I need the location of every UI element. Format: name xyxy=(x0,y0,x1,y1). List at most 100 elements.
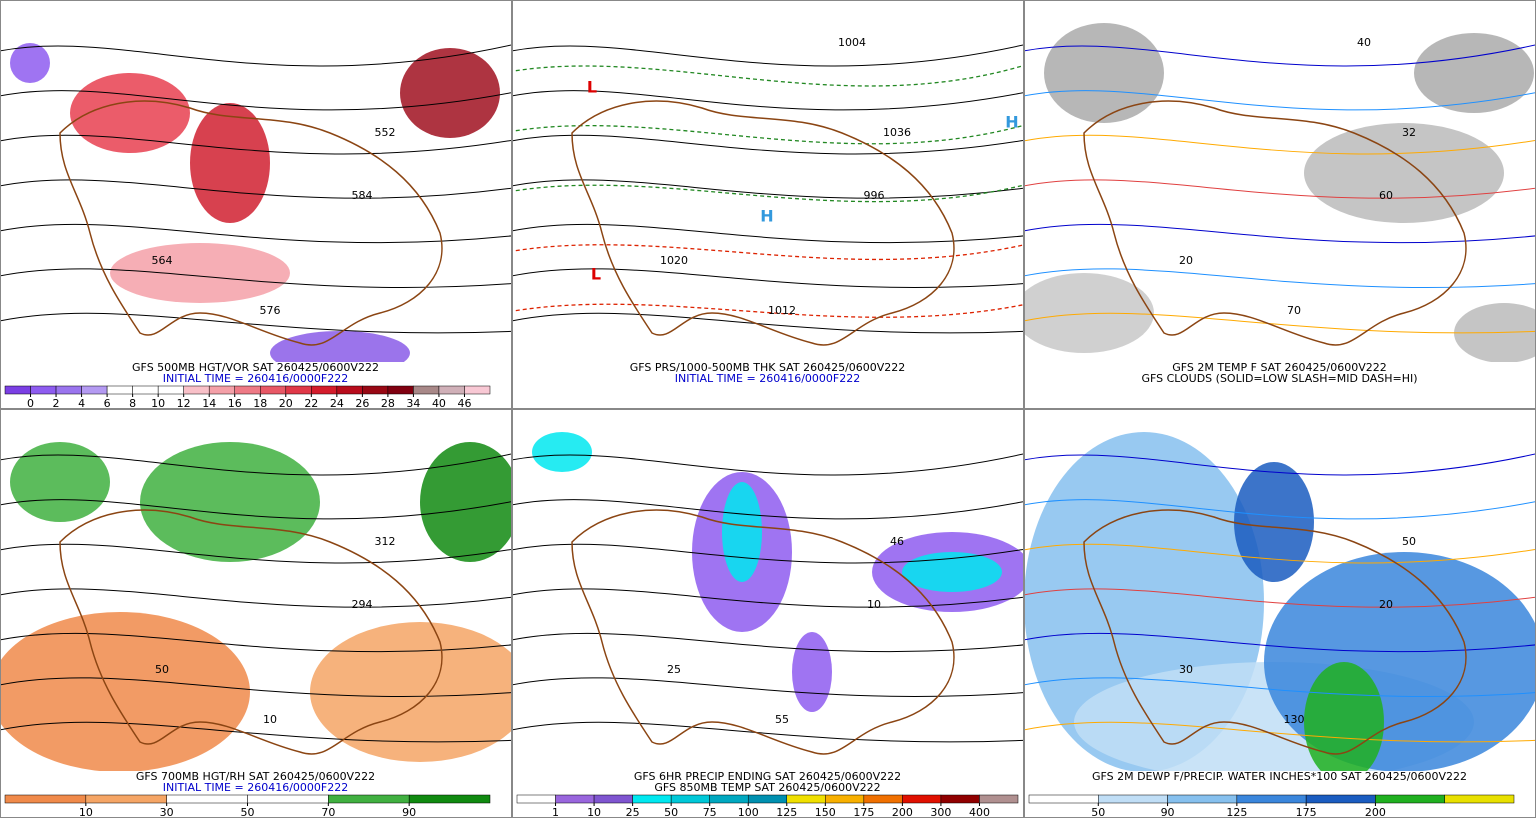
field-shading xyxy=(0,612,250,771)
panel: 32 20 70 60 40 GFS 2M TEMP F SAT 260425/0600V… xyxy=(1024,0,1536,409)
field-shading xyxy=(722,482,762,582)
colorbar-label: 25 xyxy=(626,806,640,819)
colorbar-label: 0 xyxy=(27,397,34,410)
contour xyxy=(512,677,1023,697)
colorbar-segment xyxy=(670,794,710,804)
field-shading xyxy=(10,442,110,522)
colorbar-label: 22 xyxy=(304,397,318,410)
colorbar-label: 90 xyxy=(1161,806,1175,819)
contour xyxy=(0,453,511,476)
colorbar-segment xyxy=(408,794,491,804)
contour-label: 40 xyxy=(1357,36,1371,49)
contour-label: H xyxy=(1005,113,1018,132)
colorbar-segment xyxy=(863,794,903,804)
colorbar-label: 28 xyxy=(381,397,395,410)
panel-border xyxy=(0,409,512,818)
colorbar-segment xyxy=(593,794,633,804)
colorbar-segment xyxy=(555,794,595,804)
caption: GFS 850MB TEMP SAT 260425/0600V222 xyxy=(654,781,880,794)
thickness-contour xyxy=(512,303,1023,318)
colorbar-label: 50 xyxy=(664,806,678,819)
colorbar-segment xyxy=(285,385,312,395)
contour xyxy=(512,44,1023,67)
contour-label: 50 xyxy=(1402,535,1416,548)
contour xyxy=(1024,721,1535,743)
panel: 46 25 55 10 GFS 6HR PRECIP ENDING SAT 260425… xyxy=(512,409,1024,819)
colorbar-segment xyxy=(362,385,389,395)
contour xyxy=(0,588,511,608)
colorbar-segment xyxy=(1098,794,1168,804)
contour xyxy=(0,90,511,111)
coastline xyxy=(571,100,955,346)
contour-label: 20 xyxy=(1179,254,1193,267)
contour xyxy=(512,453,1023,476)
contour xyxy=(0,268,511,288)
contour-label: 50 xyxy=(155,663,169,676)
contour-label: H xyxy=(760,207,773,226)
colorbar-segment xyxy=(940,794,980,804)
field-shading xyxy=(70,73,190,153)
field-shading xyxy=(10,43,50,83)
contour-label: 46 xyxy=(890,535,904,548)
caption: INITIAL TIME = 260416/0000F222 xyxy=(675,372,860,385)
contour xyxy=(512,543,1023,564)
colorbar-label: 10 xyxy=(151,397,165,410)
contour-label: L xyxy=(587,78,597,97)
panel: 50 30 130 20 GFS 2M DEWP F/PRECIP. WATER INC… xyxy=(1024,409,1536,819)
panel-border xyxy=(512,409,1024,818)
contour xyxy=(512,721,1023,743)
colorbar-label: 6 xyxy=(104,397,111,410)
contour xyxy=(512,312,1023,334)
colorbar-label: 70 xyxy=(321,806,335,819)
contour xyxy=(0,312,511,334)
field-shading xyxy=(270,331,410,362)
contour-label: 996 xyxy=(864,189,885,202)
caption: GFS 500MB HGT/VOR SAT 260425/0600V222 xyxy=(132,361,379,374)
field-shading xyxy=(1234,462,1314,582)
colorbar-segment xyxy=(438,385,465,395)
contour xyxy=(0,134,511,155)
colorbar-segment xyxy=(1028,794,1099,804)
contour xyxy=(1024,588,1535,608)
map: 46 25 55 10 xyxy=(512,432,1023,755)
colorbar-label: 40 xyxy=(432,397,446,410)
colorbar-label: 300 xyxy=(930,806,951,819)
colorbar-label: 200 xyxy=(1365,806,1386,819)
contour xyxy=(512,499,1023,520)
colorbar-segment xyxy=(30,385,57,395)
field-shading xyxy=(420,442,511,562)
colorbar-label: 26 xyxy=(355,397,369,410)
colorbar-segment xyxy=(247,794,329,804)
field-shading xyxy=(190,103,270,223)
contour xyxy=(512,268,1023,288)
field-shading xyxy=(400,48,500,138)
colorbar-label: 75 xyxy=(703,806,717,819)
contour-label: 10 xyxy=(263,713,277,726)
map: 50 30 130 20 xyxy=(1024,432,1535,771)
contour xyxy=(0,632,511,653)
field-shading xyxy=(902,552,1002,592)
thickness-contour xyxy=(512,244,1023,261)
colorbar-label: 16 xyxy=(228,397,242,410)
colorbar-segment xyxy=(747,794,788,804)
colorbar-segment xyxy=(4,385,31,395)
contour xyxy=(0,499,511,520)
colorbar-segment xyxy=(413,385,440,395)
colorbar-label: 50 xyxy=(241,806,255,819)
colorbar-segment xyxy=(1444,794,1515,804)
panel: 1036 1020 1012 996 1004 L L H H GFS PRS/1000-500M… xyxy=(512,0,1024,409)
thickness-contour xyxy=(512,64,1023,87)
colorbar-label: 125 xyxy=(1226,806,1247,819)
contour xyxy=(1024,543,1535,564)
coastline xyxy=(59,100,443,346)
colorbar-label: 100 xyxy=(738,806,759,819)
caption: INITIAL TIME = 260416/0000F222 xyxy=(163,781,348,794)
contour xyxy=(1024,90,1535,111)
colorbar-segment xyxy=(464,385,491,395)
colorbar-label: 200 xyxy=(892,806,913,819)
field-shading xyxy=(792,632,832,712)
colorbar-segment xyxy=(183,385,210,395)
colorbar-segment xyxy=(516,794,556,804)
contour-label: 70 xyxy=(1287,304,1301,317)
colorbar-label: 10 xyxy=(79,806,93,819)
